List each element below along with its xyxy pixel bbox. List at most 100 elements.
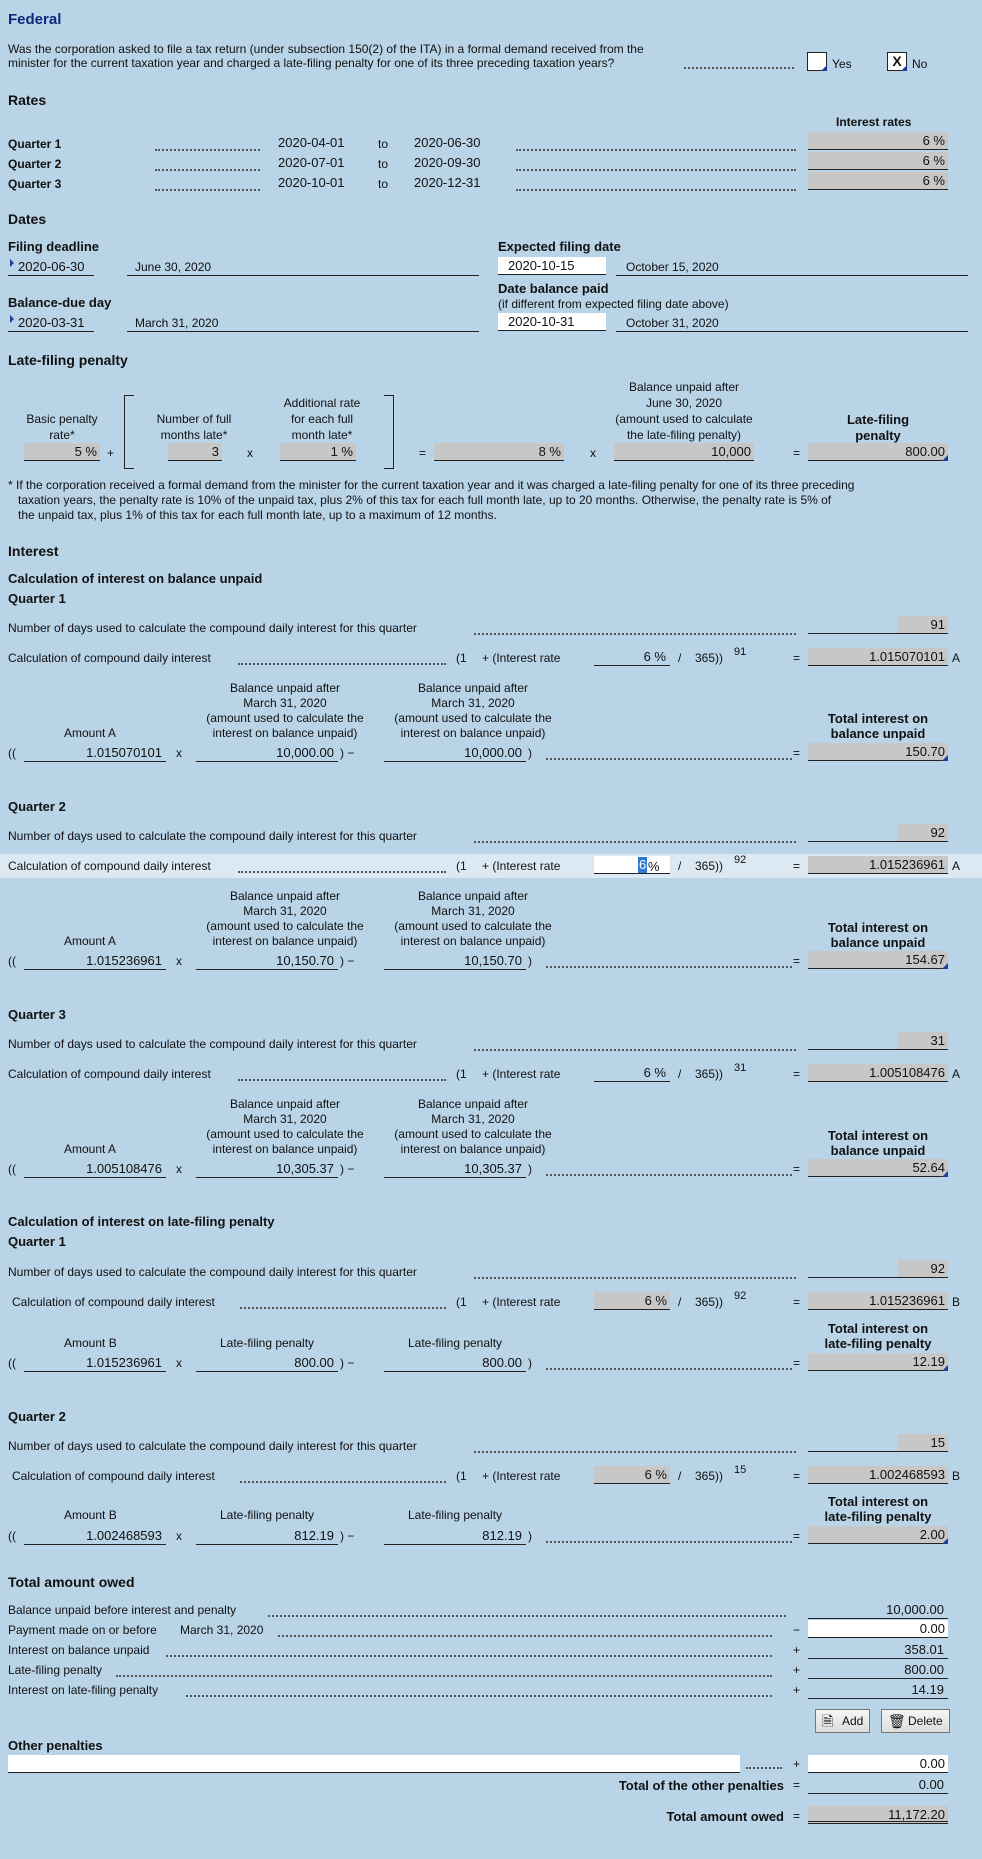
amount-a-value: 1.015070101 xyxy=(24,744,166,762)
close-minus: ) − xyxy=(340,954,355,968)
days-value[interactable]: 92 xyxy=(808,824,948,842)
total-interest-value[interactable]: 154.67 xyxy=(808,951,948,969)
delete-button[interactable]: 🗑 Delete xyxy=(881,1709,950,1733)
cdi-rate-value[interactable]: 6 % xyxy=(594,648,670,666)
total-penalty-rate[interactable]: 8 % xyxy=(434,443,564,461)
late-filing-penalty-value[interactable]: 800.00 xyxy=(808,443,948,461)
penalty-note: * If the corporation received a formal d… xyxy=(8,478,855,492)
leader-dots xyxy=(186,1695,772,1697)
factor-value[interactable]: 1.015236961 xyxy=(808,856,948,874)
times-sign: x xyxy=(176,1356,182,1370)
late-filing-penalty-col-label: Late-filing penalty xyxy=(219,1336,315,1350)
cdi-rate-value[interactable]: 6 % xyxy=(594,1466,670,1484)
balance-unpaid-value[interactable]: 10,150.70 xyxy=(196,952,338,970)
penalty-value[interactable]: 812.19 xyxy=(384,1527,526,1545)
cdi-rate-input[interactable] xyxy=(594,856,670,874)
factor-value[interactable]: 1.015070101 xyxy=(808,648,948,666)
interest-rate-value[interactable]: 6 % xyxy=(808,132,948,150)
cdi-label: Calculation of compound daily interest xyxy=(8,651,211,665)
rate-to-date: 2020-12-31 xyxy=(414,175,481,190)
leader-dots xyxy=(240,1481,446,1483)
other-penalty-value[interactable]: 0.00 xyxy=(808,1755,948,1773)
total-interest-label: Total interest on xyxy=(827,1494,929,1509)
cdi-rate-value[interactable]: 6 % xyxy=(594,1064,670,1082)
open-paren: (( xyxy=(8,1529,16,1543)
total-owed-heading: Total amount owed xyxy=(8,1574,135,1590)
other-penalty-description[interactable] xyxy=(8,1755,740,1773)
interest-balance-value: 358.01 xyxy=(808,1641,948,1659)
balance-unpaid-value[interactable]: 10,305.37 xyxy=(384,1160,526,1178)
balance-unpaid-label: (amount used to calculate the xyxy=(206,919,364,933)
balance-due-field[interactable]: 2020-03-31 xyxy=(8,314,94,332)
balance-unpaid-value[interactable]: 10,000.00 xyxy=(384,744,526,762)
add-button[interactable]: 🗎 Add xyxy=(815,1709,871,1733)
close-minus: ) − xyxy=(340,1356,355,1370)
leader-dots xyxy=(116,1675,772,1677)
date-balance-paid-field[interactable]: 2020-10-31 xyxy=(498,313,606,331)
filing-deadline-field[interactable]: 2020-06-30 xyxy=(8,258,94,276)
leader-dots xyxy=(238,1079,446,1081)
days-label: Number of days used to calculate the com… xyxy=(8,829,417,843)
basic-penalty-rate[interactable]: 5 % xyxy=(24,443,100,461)
total-interest-value[interactable]: 150.70 xyxy=(808,743,948,761)
days-value[interactable]: 15 xyxy=(808,1434,948,1452)
total-interest-value[interactable]: 2.00 xyxy=(808,1526,948,1544)
total-interest-label: Total interest on xyxy=(827,920,929,935)
balance-unpaid-label: Balance unpaid after xyxy=(628,380,740,394)
balance-unpaid-label: interest on balance unpaid) xyxy=(400,726,546,740)
delete-button-label: Delete xyxy=(908,1714,943,1728)
balance-unpaid-value[interactable]: 10,305.37 xyxy=(196,1160,338,1178)
cdi-label: Calculation of compound daily interest xyxy=(12,1469,215,1483)
equals-sign: = xyxy=(793,1778,801,1792)
expected-filing-field[interactable]: 2020-10-15 xyxy=(498,257,606,275)
plus-sign: + xyxy=(793,1663,801,1677)
days-value[interactable]: 31 xyxy=(808,1032,948,1050)
interest-rate-value[interactable]: 6 % xyxy=(808,152,948,170)
penalty-value[interactable]: 800.00 xyxy=(196,1354,338,1372)
late-filing-penalty-col-label: Late-filing penalty xyxy=(219,1508,315,1522)
balance-unpaid-value[interactable]: 10,000.00 xyxy=(196,744,338,762)
calendar-marker-icon xyxy=(10,315,14,323)
days-value[interactable]: 92 xyxy=(808,1260,948,1278)
payment-value[interactable]: 0.00 xyxy=(808,1620,948,1638)
dates-heading: Dates xyxy=(8,211,47,227)
late-filing-penalty-col-label: Late-filing penalty xyxy=(407,1508,503,1522)
bracket-right xyxy=(384,395,394,469)
equals-sign: = xyxy=(793,651,801,665)
leader-dots xyxy=(516,189,796,191)
equals-sign: = xyxy=(793,1809,801,1823)
cdi-rate-selected[interactable]: 6 xyxy=(638,857,648,873)
factor-value[interactable]: 1.005108476 xyxy=(808,1064,948,1082)
balance-unpaid-label: (amount used to calculate the xyxy=(206,1127,364,1141)
months-late-value[interactable]: 3 xyxy=(168,443,222,461)
leader-dots xyxy=(155,149,260,151)
balance-unpaid-label: March 31, 2020 xyxy=(243,904,327,918)
days-value[interactable]: 91 xyxy=(808,616,948,634)
additional-rate-value[interactable]: 1 % xyxy=(280,443,356,461)
equals-sign: = xyxy=(793,1469,801,1483)
factor-value[interactable]: 1.002468593 xyxy=(808,1466,948,1484)
balance-unpaid-label: Balance unpaid after xyxy=(229,681,341,695)
total-interest-value[interactable]: 52.64 xyxy=(808,1159,948,1177)
leader-dots xyxy=(684,67,794,69)
balance-unpaid-value[interactable]: 10,150.70 xyxy=(384,952,526,970)
slash: / xyxy=(678,1469,682,1483)
penalty-value[interactable]: 812.19 xyxy=(196,1527,338,1545)
rates-quarter-3-label: Quarter 3 xyxy=(8,177,62,191)
total-interest-value[interactable]: 12.19 xyxy=(808,1353,948,1371)
balance-unpaid-value[interactable]: 10,000 xyxy=(614,443,754,461)
factor-value[interactable]: 1.015236961 xyxy=(808,1292,948,1310)
penalty-value[interactable]: 800.00 xyxy=(384,1354,526,1372)
question-line-2: minister for the current taxation year a… xyxy=(8,56,615,70)
total-owed-label: Total amount owed xyxy=(666,1809,784,1824)
times-sign: x xyxy=(176,746,182,760)
cdi-rate-value[interactable]: 6 % xyxy=(594,1292,670,1310)
times-sign: x xyxy=(590,446,596,460)
interest-penalty-label: Interest on late-filing penalty xyxy=(8,1683,159,1697)
additional-rate-label: month late* xyxy=(291,428,353,442)
days365: 365)) xyxy=(695,651,724,665)
interest-rate-value[interactable]: 6 % xyxy=(808,172,948,190)
to-label: to xyxy=(378,177,389,191)
question-line-1: Was the corporation asked to file a tax … xyxy=(8,42,644,56)
add-button-label: Add xyxy=(842,1714,864,1728)
